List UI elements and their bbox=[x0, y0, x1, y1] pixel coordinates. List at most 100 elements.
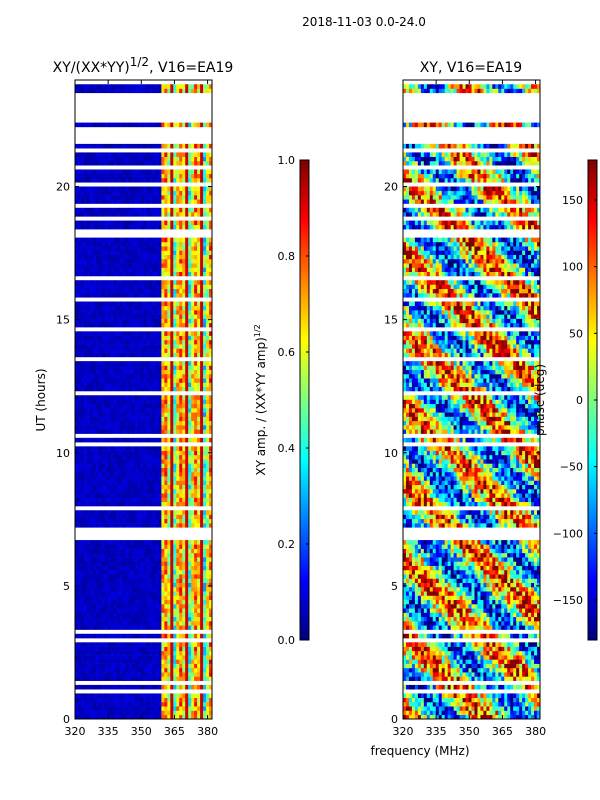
heatmap-cell bbox=[116, 348, 121, 353]
heatmap-cell bbox=[140, 633, 144, 639]
heatmap-cell bbox=[197, 595, 201, 601]
heatmap-cell bbox=[173, 301, 177, 307]
heatmap-cell bbox=[176, 173, 180, 179]
heatmap-cell bbox=[101, 382, 106, 388]
heatmap-cell bbox=[158, 493, 162, 498]
heatmap-cell bbox=[206, 454, 210, 460]
heatmap-cell bbox=[197, 633, 201, 639]
heatmap-cell bbox=[152, 467, 156, 473]
heatmap-cell bbox=[110, 501, 115, 507]
heatmap-cell bbox=[188, 523, 192, 528]
heatmap-cell bbox=[158, 616, 162, 622]
heatmap-cell bbox=[80, 625, 85, 630]
heatmap-cell bbox=[155, 655, 159, 660]
heatmap-cell bbox=[122, 501, 127, 507]
heatmap-cell bbox=[116, 501, 121, 507]
heatmap-cell bbox=[77, 352, 82, 358]
heatmap-cell bbox=[173, 284, 177, 290]
heatmap-cell bbox=[167, 314, 171, 319]
heatmap-cell bbox=[104, 258, 109, 264]
heatmap-cell bbox=[125, 403, 130, 409]
heatmap-cell bbox=[75, 523, 79, 528]
heatmap-cell bbox=[80, 501, 85, 507]
heatmap-cell bbox=[179, 322, 183, 328]
heatmap-cell bbox=[77, 608, 82, 613]
heatmap-cell bbox=[107, 271, 112, 277]
heatmap-cell bbox=[200, 561, 204, 566]
heatmap-cell bbox=[149, 574, 153, 579]
heatmap-cell bbox=[203, 408, 207, 413]
heatmap-cell bbox=[104, 301, 109, 307]
heatmap-cell bbox=[143, 625, 147, 630]
heatmap-cell bbox=[134, 595, 138, 601]
heatmap-cell bbox=[83, 582, 88, 588]
heatmap-cell bbox=[119, 612, 124, 618]
heatmap-cell bbox=[206, 518, 210, 524]
heatmap-cell bbox=[101, 224, 106, 230]
heatmap-cell bbox=[116, 386, 121, 392]
heatmap-cell bbox=[107, 471, 112, 477]
heatmap-cell bbox=[203, 365, 207, 370]
heatmap-cell bbox=[194, 540, 198, 545]
heatmap-cell bbox=[191, 395, 195, 400]
heatmap-cell bbox=[173, 633, 177, 639]
heatmap-cell bbox=[128, 595, 132, 601]
heatmap-cell bbox=[77, 416, 82, 422]
heatmap-cell bbox=[167, 621, 171, 626]
heatmap-cell bbox=[197, 322, 201, 328]
heatmap-cell bbox=[194, 659, 198, 664]
heatmap-cell bbox=[209, 378, 212, 383]
heatmap-cell bbox=[75, 322, 79, 328]
heatmap-cell bbox=[206, 706, 210, 711]
heatmap-cell bbox=[209, 697, 212, 703]
heatmap-cell bbox=[101, 412, 106, 417]
heatmap-cell bbox=[77, 369, 82, 375]
heatmap-cell bbox=[113, 684, 118, 690]
heatmap-cell bbox=[75, 582, 79, 588]
heatmap-cell bbox=[86, 293, 91, 298]
heatmap-cell bbox=[110, 697, 115, 703]
heatmap-cell bbox=[80, 561, 85, 566]
heatmap-cell bbox=[137, 497, 141, 503]
heatmap-cell bbox=[113, 288, 118, 294]
heatmap-cell bbox=[191, 280, 195, 285]
heatmap-cell bbox=[185, 429, 189, 434]
heatmap-cell bbox=[185, 586, 189, 592]
heatmap-cell bbox=[101, 241, 106, 247]
heatmap-cell bbox=[119, 650, 124, 656]
heatmap-cell bbox=[110, 318, 115, 324]
heatmap-cell bbox=[188, 395, 192, 400]
heatmap-cell bbox=[197, 706, 201, 711]
heatmap-cell bbox=[86, 548, 91, 554]
heatmap-cell bbox=[170, 497, 174, 503]
heatmap-cell bbox=[191, 714, 195, 719]
heatmap-cell bbox=[125, 552, 130, 558]
heatmap-cell bbox=[137, 480, 141, 485]
heatmap-cell bbox=[167, 552, 171, 558]
heatmap-cell bbox=[122, 250, 127, 255]
heatmap-cell bbox=[107, 659, 112, 664]
heatmap-cell bbox=[86, 446, 91, 451]
heatmap-cell bbox=[152, 523, 156, 528]
heatmap-cell bbox=[182, 676, 186, 681]
heatmap-cell bbox=[101, 254, 106, 260]
heatmap-cell bbox=[176, 378, 180, 383]
heatmap-cell bbox=[200, 633, 204, 639]
heatmap-cell bbox=[116, 578, 121, 583]
heatmap-cell bbox=[92, 310, 97, 315]
heatmap-cell bbox=[89, 395, 94, 400]
heatmap-cell bbox=[149, 655, 153, 660]
heatmap-cell bbox=[140, 714, 144, 719]
heatmap-cell bbox=[122, 599, 127, 605]
heatmap-cell bbox=[125, 416, 130, 422]
heatmap-cell bbox=[125, 288, 130, 294]
heatmap-cell bbox=[203, 540, 207, 545]
heatmap-cell bbox=[155, 599, 159, 605]
heatmap-cell bbox=[149, 288, 153, 294]
heatmap-cell bbox=[131, 318, 135, 324]
heatmap-cell bbox=[140, 663, 144, 669]
heatmap-cell bbox=[134, 199, 138, 204]
heatmap-cell bbox=[203, 544, 207, 549]
heatmap-cell bbox=[206, 612, 210, 618]
heatmap-cell bbox=[95, 280, 100, 285]
